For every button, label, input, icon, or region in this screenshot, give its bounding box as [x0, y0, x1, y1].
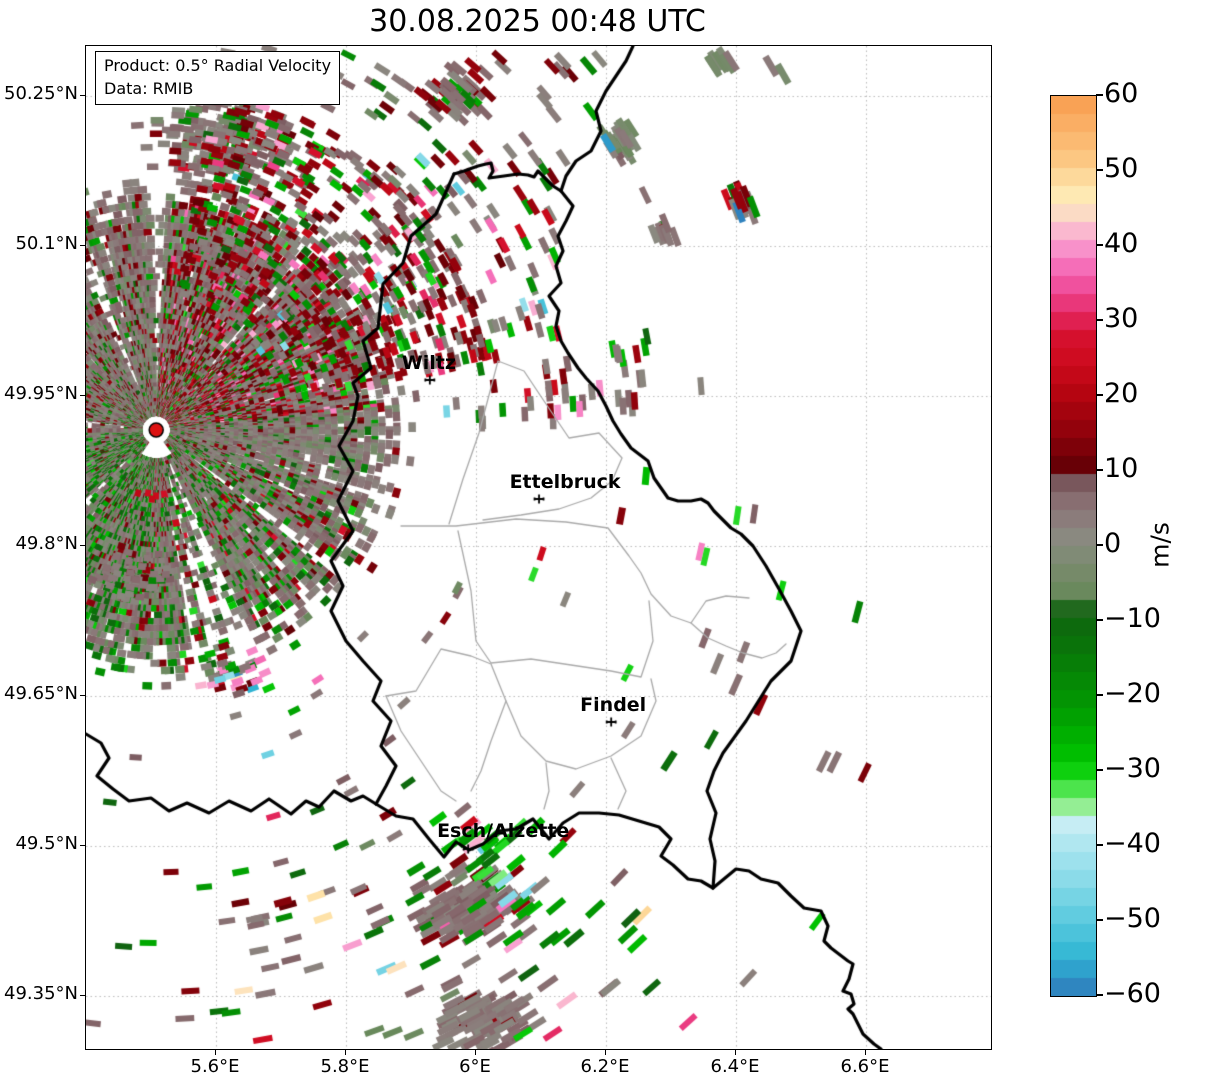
colorbar-tick-mark	[1096, 994, 1103, 996]
colorbar-tick-mark	[1096, 469, 1103, 471]
y-axis-tick-mark	[80, 994, 85, 996]
colorbar-tick-mark	[1096, 694, 1103, 696]
x-tick-label: 6.4°E	[710, 1056, 760, 1077]
y-axis-tick-mark	[80, 544, 85, 546]
colorbar-tick-label: 20	[1104, 378, 1139, 409]
y-axis-tick-mark	[80, 244, 85, 246]
y-tick-label: 49.5°N	[15, 833, 78, 854]
product-line: Product: 0.5° Radial Velocity	[104, 56, 332, 75]
colorbar-tick-label: 60	[1104, 78, 1139, 109]
colorbar-tick-label: 30	[1104, 303, 1139, 334]
colorbar-tick-label: 0	[1104, 528, 1122, 559]
colorbar-unit-label: m/s	[1145, 522, 1175, 568]
colorbar-tick-mark	[1096, 319, 1103, 321]
product-info-box: Product: 0.5° Radial Velocity Data: RMIB	[95, 51, 341, 106]
y-axis-tick-mark	[80, 94, 85, 96]
x-tick-label: 6°E	[459, 1056, 491, 1077]
x-axis-tick-mark	[344, 1050, 346, 1055]
map-plot-area: Product: 0.5° Radial Velocity Data: RMIB…	[85, 45, 992, 1050]
city-label-ettelbruck: Ettelbruck	[509, 471, 621, 493]
city-label-wiltz: Wiltz	[401, 352, 456, 374]
colorbar-tick-mark	[1096, 394, 1103, 396]
velocity-colorbar	[1050, 95, 1097, 997]
colorbar-tick-label: −30	[1104, 753, 1161, 784]
colorbar-tick-mark	[1096, 544, 1103, 546]
x-axis-tick-mark	[604, 1050, 606, 1055]
x-axis-tick-mark	[864, 1050, 866, 1055]
data-source-line: Data: RMIB	[104, 78, 194, 98]
colorbar-tick-mark	[1096, 919, 1103, 921]
colorbar-canvas	[1051, 96, 1096, 996]
y-tick-label: 49.65°N	[4, 683, 78, 704]
colorbar-tick-mark	[1096, 844, 1103, 846]
colorbar-tick-mark	[1096, 94, 1103, 96]
colorbar-tick-label: 10	[1104, 453, 1139, 484]
y-tick-label: 49.95°N	[4, 383, 78, 404]
colorbar-tick-mark	[1096, 619, 1103, 621]
colorbar-tick-label: −50	[1104, 903, 1161, 934]
x-axis-tick-mark	[214, 1050, 216, 1055]
y-axis-tick-mark	[80, 844, 85, 846]
x-axis-tick-mark	[734, 1050, 736, 1055]
x-tick-label: 5.6°E	[190, 1056, 240, 1077]
colorbar-tick-label: −60	[1104, 978, 1161, 1009]
colorbar-tick-label: −10	[1104, 603, 1161, 634]
y-axis-tick-mark	[80, 694, 85, 696]
colorbar-tick-label: 50	[1104, 153, 1139, 184]
y-tick-label: 50.25°N	[4, 83, 78, 104]
city-label-findel: Findel	[580, 694, 647, 716]
colorbar-tick-mark	[1096, 169, 1103, 171]
map-canvas	[86, 46, 991, 1049]
colorbar-tick-label: 40	[1104, 228, 1139, 259]
y-tick-label: 50.1°N	[15, 233, 78, 254]
colorbar-tick-mark	[1096, 769, 1103, 771]
y-tick-label: 49.8°N	[15, 533, 78, 554]
colorbar-tick-label: −40	[1104, 828, 1161, 859]
colorbar-tick-mark	[1096, 244, 1103, 246]
x-axis-tick-mark	[474, 1050, 476, 1055]
y-tick-label: 49.35°N	[4, 983, 78, 1004]
x-tick-label: 6.6°E	[840, 1056, 890, 1077]
colorbar-tick-label: −20	[1104, 678, 1161, 709]
city-label-esch-alzette: Esch/Alzette	[437, 820, 570, 842]
x-tick-label: 5.8°E	[320, 1056, 370, 1077]
figure-title: 30.08.2025 00:48 UTC	[369, 4, 706, 39]
y-axis-tick-mark	[80, 394, 85, 396]
x-tick-label: 6.2°E	[580, 1056, 630, 1077]
